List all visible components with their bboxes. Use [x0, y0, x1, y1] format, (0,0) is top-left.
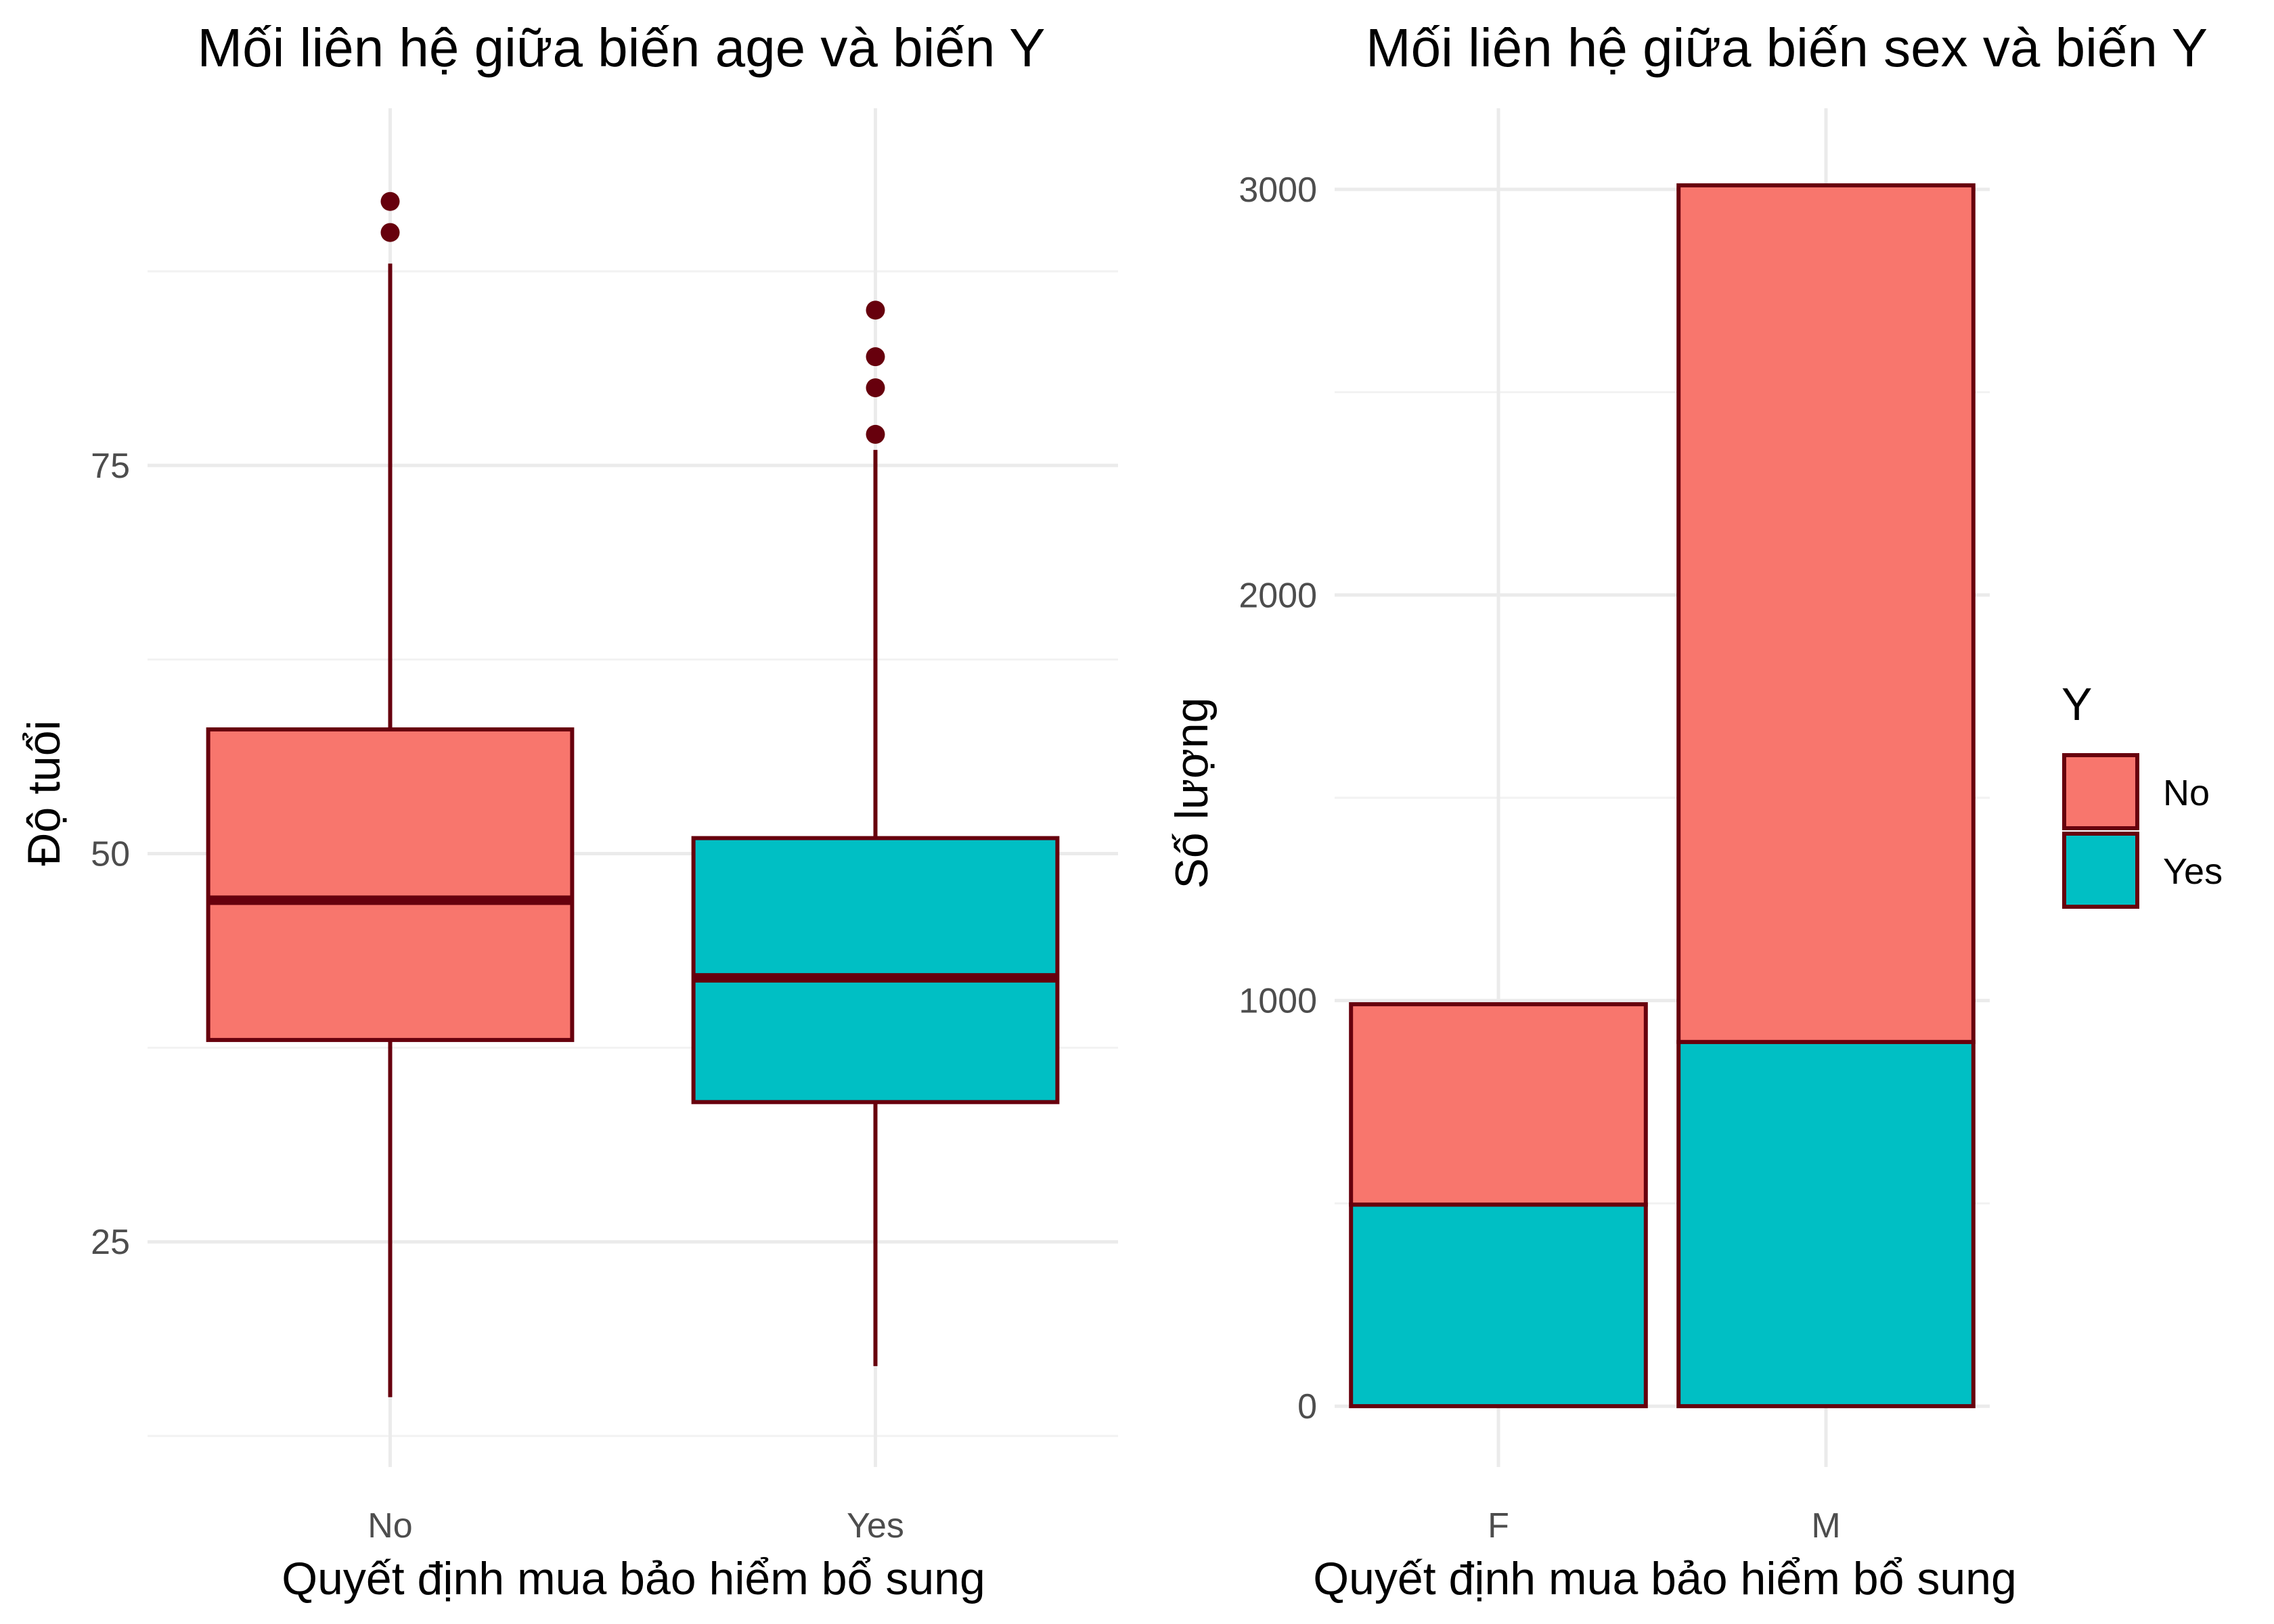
age-boxplot-marks: [206, 191, 1060, 1397]
y-tick-label: 50: [91, 835, 130, 874]
y-tick-label: 3000: [1239, 171, 1317, 210]
outlier-point: [866, 378, 885, 398]
sex-barchart-y-axis-title: Số lượng: [1166, 698, 1218, 889]
x-tick-label: No: [367, 1506, 412, 1546]
outlier-point: [866, 300, 885, 320]
outlier-point: [380, 223, 400, 242]
legend: Y No Yes: [2061, 679, 2223, 909]
age-boxplot-title: Mối liên hệ giữa biến age và biến Y: [198, 18, 1046, 78]
bar-m-yes: [1676, 1039, 1976, 1409]
x-tick-label: M: [1811, 1506, 1840, 1546]
y-tick-label: 1000: [1239, 982, 1317, 1021]
bar-f-no: [1349, 1002, 1648, 1207]
sex-barchart-marks: [1349, 183, 1976, 1409]
age-boxplot-y-tick-labels: 25 50 75: [91, 447, 130, 1262]
x-tick-label: Yes: [847, 1506, 904, 1546]
sex-barchart-x-axis-title: Quyết định mua bảo hiểm bổ sung: [1313, 1553, 2017, 1604]
sex-barchart-title: Mối liên hệ giữa biến sex và biến Y: [1366, 18, 2208, 78]
y-tick-label: 0: [1297, 1387, 1317, 1426]
legend-title: Y: [2061, 679, 2092, 730]
outlier-point: [866, 347, 885, 367]
legend-key-no: [2062, 753, 2139, 830]
box-no: [206, 191, 575, 1397]
y-tick-label: 2000: [1239, 576, 1317, 615]
bar-m-no: [1676, 183, 1976, 1044]
legend-label-no: No: [2163, 773, 2210, 813]
box-yes: [691, 300, 1060, 1366]
box-iqr: [206, 727, 575, 1042]
x-tick-label: F: [1488, 1506, 1509, 1546]
age-boxplot-x-tick-labels: No Yes: [367, 1506, 904, 1546]
sex-barchart-y-tick-labels: 0 1000 2000 3000: [1239, 171, 1317, 1426]
age-boxplot-y-axis-title: Độ tuổi: [18, 720, 70, 865]
age-boxplot-x-axis-title: Quyết định mua bảo hiểm bổ sung: [282, 1553, 985, 1604]
y-tick-label: 25: [91, 1223, 130, 1262]
age-boxplot-panel: 25 50 75 No Yes Mối liên hệ giữa biến age v…: [18, 18, 1118, 1604]
legend-key-yes: [2062, 832, 2139, 909]
outlier-point: [866, 424, 885, 444]
bar-f-yes: [1349, 1202, 1648, 1409]
legend-label-yes: Yes: [2163, 851, 2223, 892]
outlier-point: [380, 191, 400, 211]
box-iqr: [691, 836, 1060, 1104]
y-tick-label: 75: [91, 447, 130, 486]
